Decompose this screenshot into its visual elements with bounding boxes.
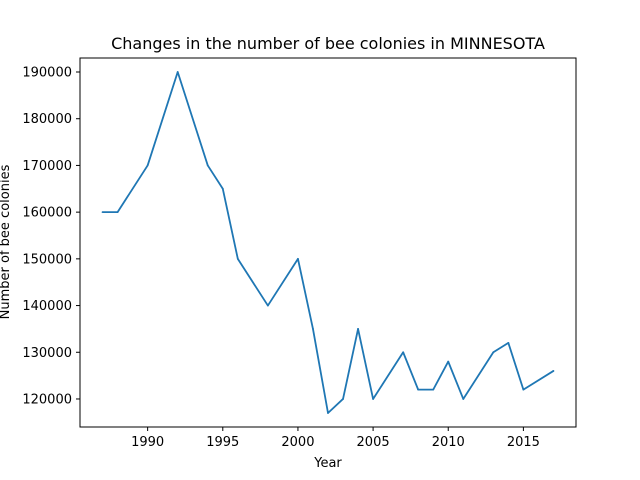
data-point bbox=[327, 412, 329, 414]
x-tick-label: 2000 bbox=[281, 435, 314, 450]
data-point bbox=[116, 211, 119, 214]
data-point bbox=[462, 398, 465, 400]
data-point bbox=[312, 328, 314, 330]
data-point bbox=[176, 71, 179, 73]
data-point bbox=[101, 211, 104, 214]
y-tick-label: 130000 bbox=[22, 346, 72, 361]
data-point bbox=[206, 164, 209, 167]
x-tick-label: 2005 bbox=[357, 435, 390, 450]
x-axis-label: Year bbox=[313, 456, 342, 471]
chart-title: Changes in the number of bee colonies in… bbox=[111, 34, 545, 53]
data-point bbox=[492, 351, 495, 354]
x-tick-label: 1990 bbox=[131, 435, 164, 450]
y-tick-label: 190000 bbox=[22, 66, 72, 81]
data-point bbox=[417, 388, 420, 391]
data-point bbox=[447, 360, 450, 363]
series-line bbox=[102, 71, 554, 414]
x-tick-label: 1995 bbox=[206, 435, 239, 450]
y-tick-label: 140000 bbox=[22, 299, 72, 314]
data-point bbox=[402, 351, 405, 354]
data-point bbox=[432, 388, 435, 391]
data-point bbox=[342, 398, 344, 400]
y-axis: 120000 130000 140000 150000 160000 170000 1800… bbox=[22, 66, 80, 407]
data-point bbox=[297, 257, 299, 260]
data-point bbox=[522, 388, 525, 391]
x-axis: 1990 1995 2000 2005 2010 2015 bbox=[131, 427, 540, 450]
data-point bbox=[146, 164, 149, 167]
x-tick-label: 2010 bbox=[432, 435, 465, 450]
data-point bbox=[372, 398, 374, 400]
data-point bbox=[552, 370, 555, 372]
y-axis-label: Number of bee colonies bbox=[0, 164, 13, 319]
y-tick-label: 160000 bbox=[22, 206, 72, 221]
y-tick-label: 170000 bbox=[22, 159, 72, 174]
data-point bbox=[357, 328, 359, 330]
y-tick-label: 150000 bbox=[22, 252, 72, 267]
y-tick-label: 120000 bbox=[22, 392, 72, 407]
data-point bbox=[507, 342, 510, 344]
data-point bbox=[236, 257, 239, 260]
data-points bbox=[101, 71, 555, 414]
plot-area bbox=[79, 57, 577, 428]
data-point bbox=[221, 187, 224, 190]
y-tick-label: 180000 bbox=[22, 112, 72, 127]
data-point bbox=[266, 304, 269, 307]
x-tick-label: 2015 bbox=[507, 435, 540, 450]
